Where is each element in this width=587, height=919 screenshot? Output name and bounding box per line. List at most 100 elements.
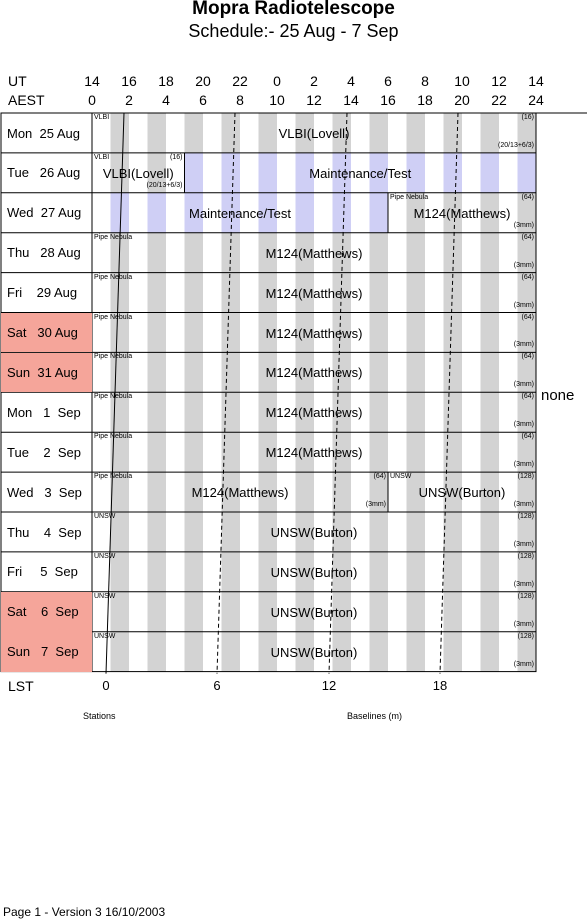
aest-tick: 24 <box>528 92 544 108</box>
page-subtitle: Schedule:- 25 Aug - 7 Sep <box>188 21 399 41</box>
ut-tick: 14 <box>84 73 100 89</box>
stripe-band <box>480 631 499 672</box>
block-label: M124(Matthews) <box>265 365 363 381</box>
stripe-band <box>147 232 166 273</box>
stripe-band <box>369 192 388 233</box>
stripe-band <box>406 192 425 233</box>
stripe-band <box>406 152 425 193</box>
block-source: UNSW <box>390 473 412 481</box>
block-source: Pipe Nebula <box>94 273 133 281</box>
stripe-band <box>258 272 277 313</box>
stripe-band <box>110 432 129 473</box>
footer-version: Page 1 - Version 3 16/10/2003 <box>3 905 166 919</box>
day-label: Thu 28 Aug <box>7 245 81 261</box>
lst-tick: 0 <box>102 678 110 693</box>
day-label: Sun 7 Sep <box>1 632 92 672</box>
stripe-band <box>517 192 536 233</box>
stripe-band <box>369 551 388 592</box>
block-label: UNSW(Burton) <box>270 525 358 540</box>
block-label: VLBI(Lovell) <box>278 126 350 141</box>
baselines-label: Baselines (m) <box>347 711 403 721</box>
stripe-band <box>406 512 425 552</box>
stripe-band <box>295 392 314 433</box>
stripe-band <box>443 472 462 512</box>
stripe-band <box>147 192 166 233</box>
block-code: (128) <box>517 552 534 560</box>
stripe-band <box>221 272 240 313</box>
stripe-band <box>480 591 499 632</box>
stripe-band <box>369 312 388 353</box>
block-band: (3mm) <box>513 341 534 349</box>
aest-tick: 16 <box>380 92 396 108</box>
aest-tick: 22 <box>491 92 507 108</box>
stripe-band <box>517 551 536 592</box>
stripe-band <box>221 152 240 193</box>
ut-tick: 12 <box>491 73 507 89</box>
stripe-band <box>443 312 462 353</box>
stripe-band <box>221 512 240 552</box>
stripe-band <box>443 432 462 473</box>
ut-tick: 18 <box>158 73 174 89</box>
stripe-band <box>332 591 351 632</box>
stripe-band <box>147 591 166 632</box>
stripe-band <box>332 512 351 552</box>
block-band: (3mm) <box>513 580 534 588</box>
stripe-band <box>295 152 314 193</box>
stripe-band <box>517 392 536 433</box>
stripe-band <box>295 432 314 473</box>
block-source: Pipe Nebula <box>94 353 133 361</box>
stripe-band <box>332 192 351 233</box>
stripe-band <box>332 312 351 353</box>
stripe-band <box>221 312 240 353</box>
stripe-band <box>517 113 536 153</box>
stripe-band <box>443 551 462 592</box>
schedule-grid <box>0 112 587 674</box>
stations-label: Stations <box>83 711 116 721</box>
block-label: UNSW(Burton) <box>418 485 506 501</box>
stripe-band <box>221 113 240 153</box>
ut-tick: 8 <box>421 73 429 89</box>
stripe-band <box>147 551 166 592</box>
stripe-band <box>221 192 240 233</box>
stripe-band <box>221 232 240 273</box>
page-title: Mopra Radiotelescope <box>192 0 395 19</box>
stripe-band <box>369 352 388 393</box>
block-label: Maintenance/Test <box>189 205 291 221</box>
stripe-band <box>369 631 388 672</box>
block-label: M124(Matthews) <box>265 325 363 341</box>
day-label: Tue 26 Aug <box>7 165 81 181</box>
stripe-band <box>480 551 499 592</box>
stripe-band <box>147 312 166 353</box>
stripe-band <box>443 152 462 193</box>
block-code: (16) <box>170 153 183 161</box>
stripe-band <box>517 472 536 512</box>
stripe-band <box>184 192 203 233</box>
ut-tick: 14 <box>528 73 544 89</box>
stripe-band <box>369 472 388 512</box>
stripe-band <box>332 352 351 393</box>
stripe-band <box>406 232 425 273</box>
stripe-band <box>258 432 277 473</box>
block-band: (3mm) <box>513 301 534 309</box>
block-source: VLBI <box>94 114 110 121</box>
block-band: (20/13+6/3) <box>146 181 183 189</box>
stripe-band <box>221 591 240 632</box>
stripe-band <box>369 512 388 552</box>
stripe-band <box>110 272 129 313</box>
block-source: UNSW <box>94 632 116 640</box>
block-band: (3mm) <box>513 501 534 508</box>
stripe-band <box>369 591 388 632</box>
stripe-band <box>517 232 536 273</box>
day-label: Thu 4 Sep <box>7 524 82 540</box>
block-code: (64) <box>521 433 534 441</box>
aest-tick: 8 <box>236 92 244 108</box>
day-label: Wed 3 Sep <box>7 484 82 500</box>
stripe-band <box>406 392 425 433</box>
stripe-band <box>369 272 388 313</box>
block-code: (128) <box>517 513 534 520</box>
stripe-band <box>406 113 425 153</box>
stripe-band <box>258 113 277 153</box>
block-code: (64) <box>521 313 534 321</box>
stripe-band <box>517 432 536 473</box>
day-label: Mon 25 Aug <box>7 125 80 141</box>
